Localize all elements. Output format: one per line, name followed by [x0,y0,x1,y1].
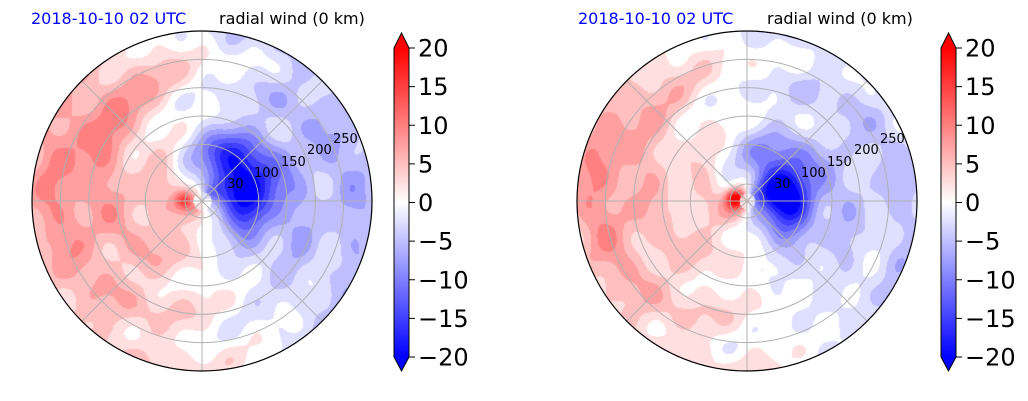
panel-0-colorbar-tick-label: 0 [418,189,433,217]
panel-right-polar-frame [576,30,918,372]
panel-1-colorbar-tick-label: 20 [965,35,996,63]
panel-left-colorbar-body [394,48,409,357]
panel-left-rtick-100: 100 [254,166,279,181]
panel-0-colorbar-tick-label: 20 [418,35,449,63]
panel-1-azimuth-spoke-3 [626,80,748,202]
panel-right-rtick-200: 200 [854,143,879,158]
panel-right-colorbar-extend-min [941,357,956,371]
panel-left-colorbar-extend-max [394,33,409,48]
panel-right: 2018-10-10 02 UTC radial wind (0 km) 30 … [576,9,1016,373]
panel-0-colorbar-tick-label: −5 [418,228,453,256]
panel-0-colorbar-tick-label: −10 [418,266,469,294]
panel-right-colorbar-body [941,48,956,357]
panel-left: 2018-10-10 02 UTC radial wind (0 km) 30 … [31,9,469,373]
panel-0-azimuth-spoke-1 [201,80,323,202]
panel-left-polar-frame [31,30,373,372]
panel-1-colorbar-tick-label: 5 [965,150,980,178]
panel-left-rtick-150: 150 [281,155,306,170]
panel-1-colorbar-tick-label: 10 [965,112,996,140]
panel-right-radial-tick-labels: 30 100 150 200 250 [774,132,905,192]
panel-0-colorbar-tick-label: 10 [418,112,449,140]
panel-1-azimuth-spoke-7 [746,200,868,322]
panel-left-colorbar: 20 15 10 5 0 −5 −10 −15 −20 [393,31,469,373]
panel-right-rtick-150: 150 [827,155,852,170]
panel-0-colorbar-tick-label: −20 [418,344,469,372]
panel-right-variable-title: radial wind (0 km) [767,9,913,28]
panel-0-azimuth-spoke-3 [81,80,203,202]
panel-right-colorbar: 20 15 10 5 0 −5 −10 −15 −20 [940,31,1016,373]
panel-1-colorbar-tick-label: 0 [965,189,980,217]
panel-right-rtick-100: 100 [801,166,826,181]
panel-right-date-title: 2018-10-10 02 UTC [578,9,733,28]
panel-left-rtick-250: 250 [333,132,358,147]
panel-right-rtick-30: 30 [774,177,791,192]
panel-0-colorbar-tick-label: 5 [418,150,433,178]
panel-right-colorbar-extend-max [941,33,956,48]
panel-0-colorbar-ticks: 20 15 10 5 0 −5 −10 −15 −20 [409,35,469,372]
panel-left-radial-tick-labels: 30 100 150 200 250 [227,132,358,192]
panel-0-azimuth-spoke-7 [201,200,323,322]
panel-1-colorbar-tick-label: −10 [965,266,1016,294]
panel-1-colorbar-tick-label: −20 [965,344,1016,372]
panel-left-rtick-200: 200 [307,143,332,158]
panel-1-azimuth-spoke-5 [626,200,748,322]
panel-left-colorbar-extend-min [394,357,409,371]
panel-0-colorbar-tick-label: −15 [418,305,469,333]
panel-left-polar-grid [32,31,372,371]
panel-0-azimuth-spoke-5 [81,200,203,322]
panel-1-colorbar-tick-label: 15 [965,73,996,101]
panel-1-azimuth-spoke-1 [746,80,868,202]
panel-left-variable-title: radial wind (0 km) [219,9,365,28]
panel-1-colorbar-tick-label: −15 [965,305,1016,333]
panel-left-date-title: 2018-10-10 02 UTC [31,9,186,28]
panel-right-polar-grid [577,31,917,371]
panel-right-rtick-250: 250 [880,132,905,147]
panel-0-colorbar-tick-label: 15 [418,73,449,101]
panel-left-rtick-30: 30 [227,177,244,192]
panel-1-colorbar-ticks: 20 15 10 5 0 −5 −10 −15 −20 [956,35,1016,372]
panel-1-colorbar-tick-label: −5 [965,228,1000,256]
